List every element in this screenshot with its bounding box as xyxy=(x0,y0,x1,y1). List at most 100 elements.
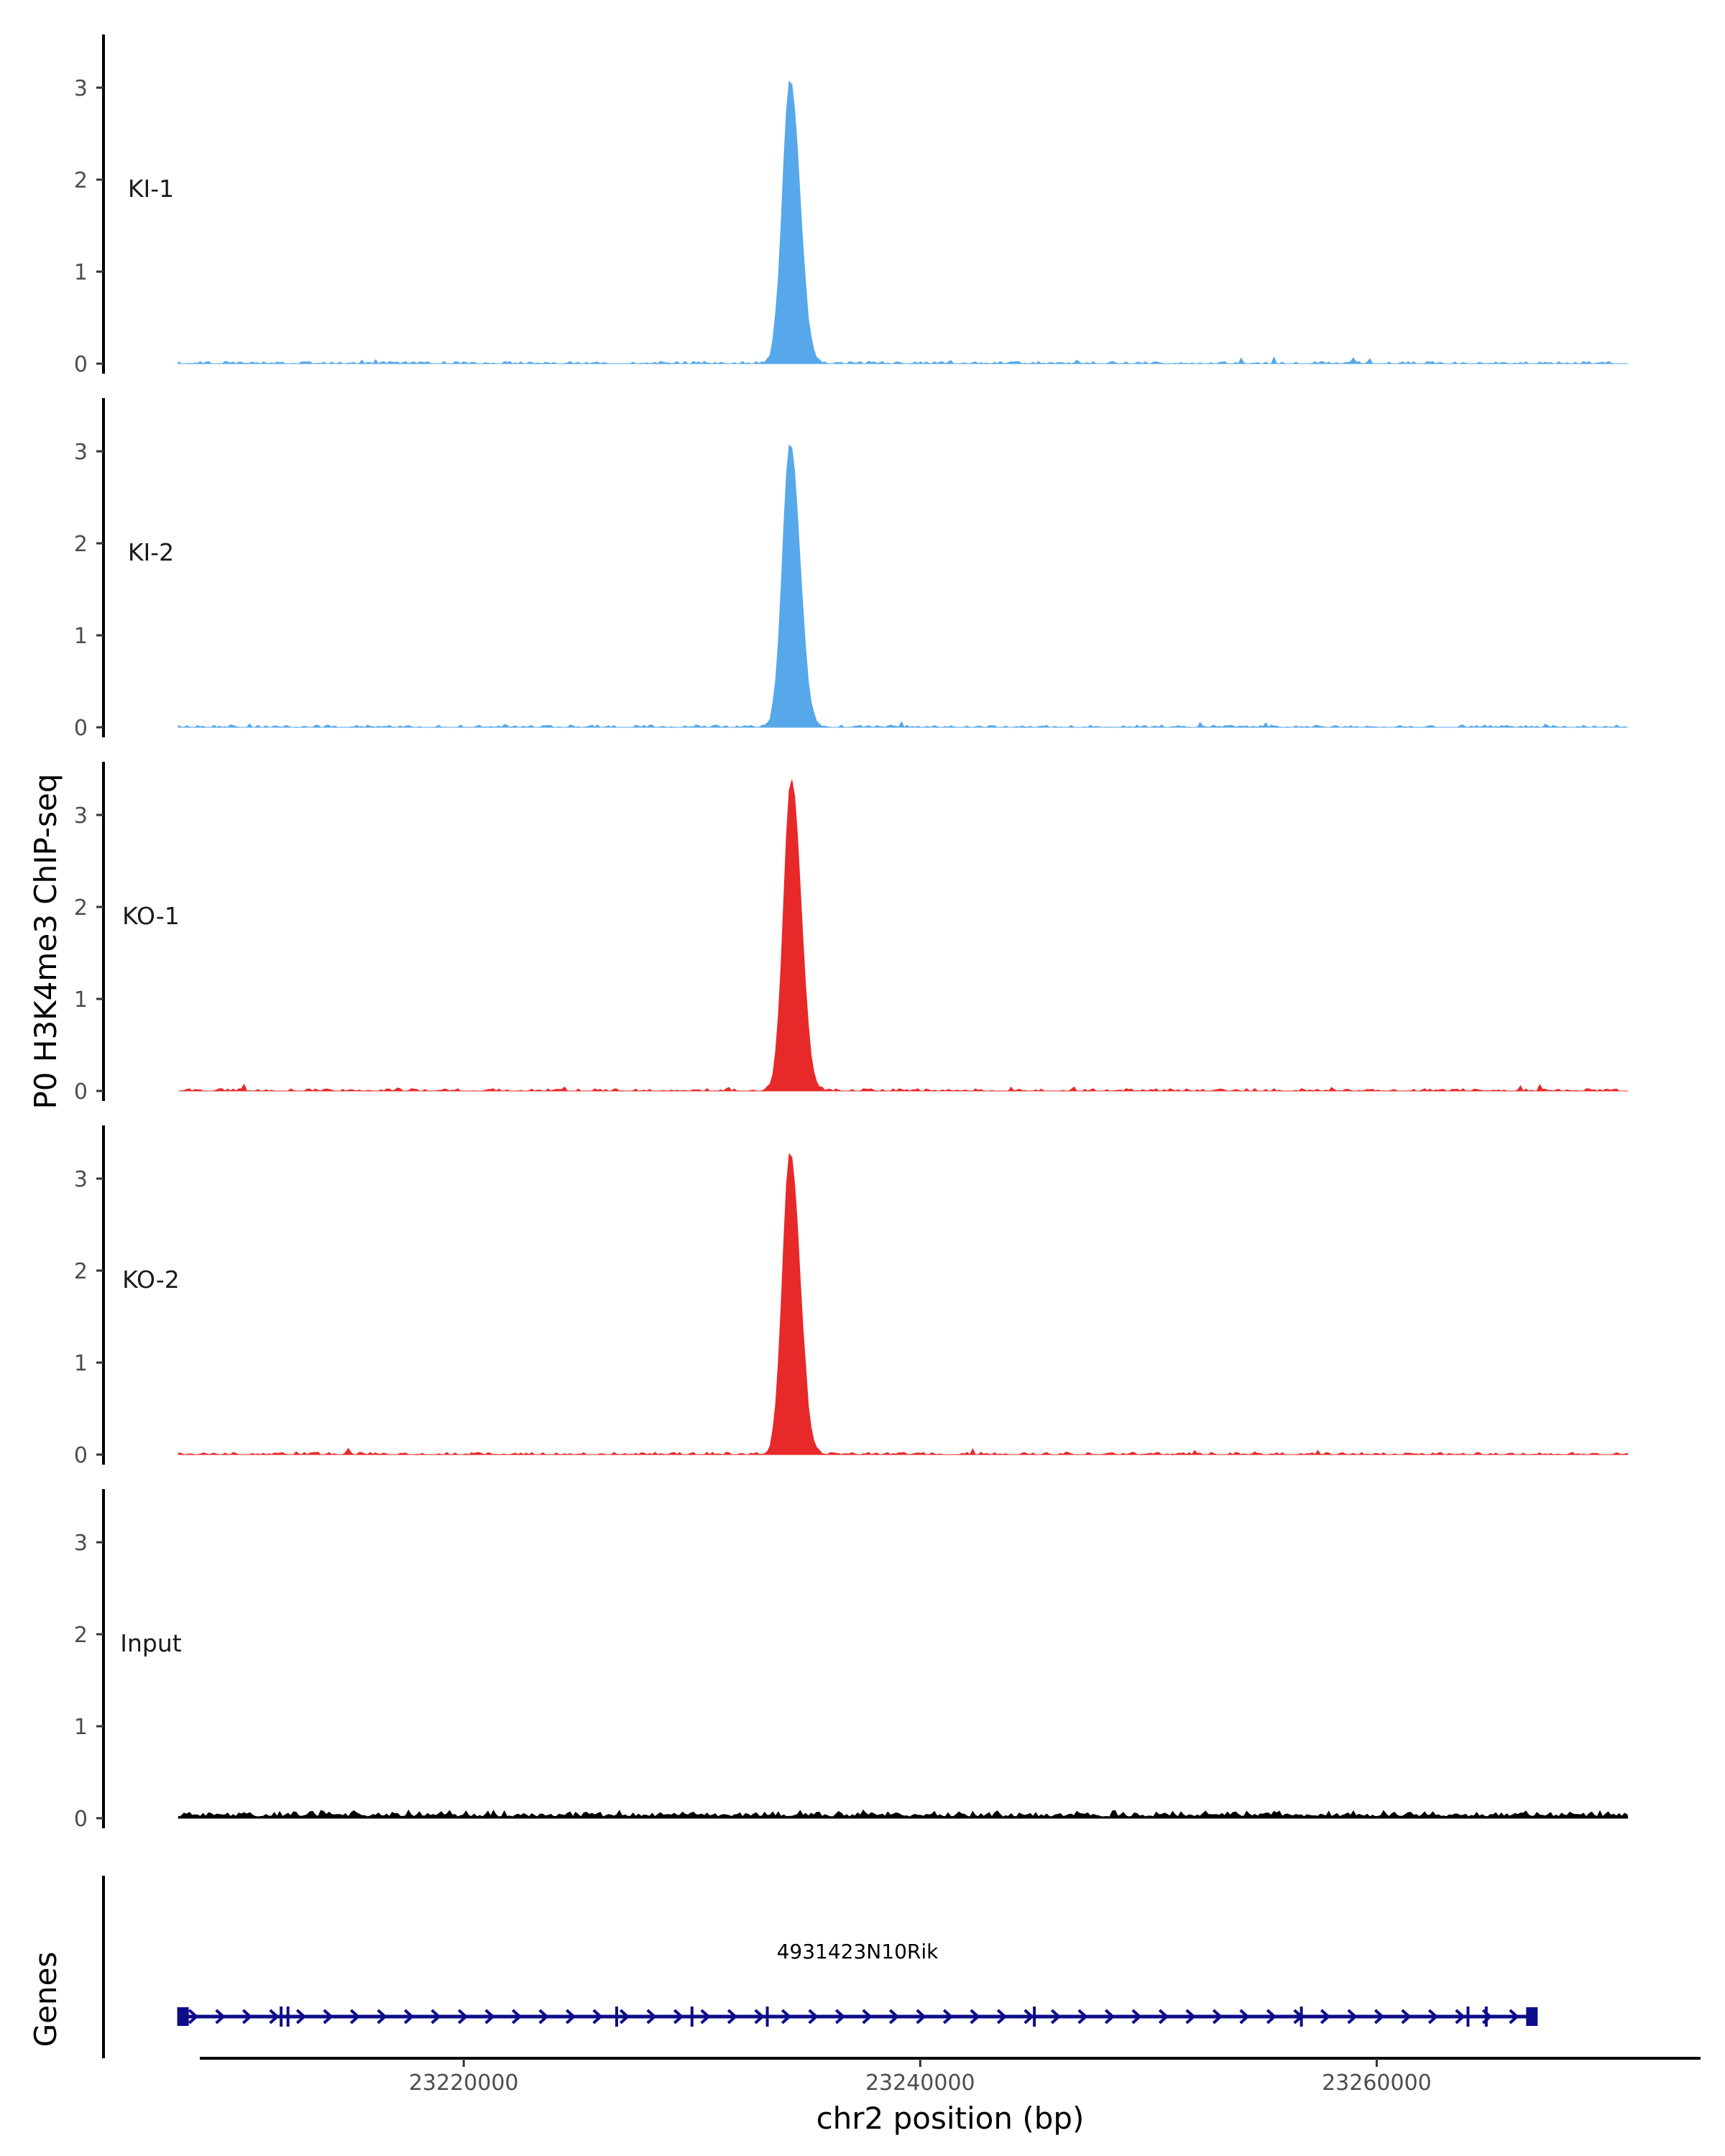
strand-arrow xyxy=(215,2009,226,2024)
exon xyxy=(1484,2007,1488,2027)
strand-arrow xyxy=(970,2009,980,2024)
strand-arrow xyxy=(1374,2009,1385,2024)
strand-arrow xyxy=(834,2009,846,2024)
strand-arrow xyxy=(592,2009,603,2024)
gene-name-label: 4931423N10Rik xyxy=(777,1940,939,1963)
exon xyxy=(1526,2007,1538,2026)
y-tick-label: 0 xyxy=(74,1807,88,1832)
strand-arrow xyxy=(1050,2009,1062,2024)
genes-axis-title: Genes xyxy=(28,1952,63,2047)
strand-arrow xyxy=(349,2009,361,2024)
exon xyxy=(1033,2007,1036,2027)
strand-arrow xyxy=(1239,2009,1250,2024)
strand-arrow xyxy=(1266,2009,1277,2024)
strand-arrow xyxy=(1320,2009,1331,2024)
strand-arrow xyxy=(888,2009,900,2024)
exon xyxy=(1300,2007,1303,2027)
y-tick-label: 0 xyxy=(74,352,88,377)
strand-arrow xyxy=(781,2009,792,2024)
y-tick-label: 2 xyxy=(74,168,88,193)
y-tick-label: 1 xyxy=(74,1715,88,1740)
track-label: KO-1 xyxy=(122,902,180,930)
y-tick-label: 3 xyxy=(74,1167,88,1192)
strand-arrow xyxy=(484,2009,495,2024)
strand-arrow xyxy=(808,2009,819,2024)
track-label: Input xyxy=(120,1629,182,1657)
y-tick-label: 2 xyxy=(74,1259,88,1284)
strand-arrow xyxy=(1077,2009,1088,2024)
track-label: KI-1 xyxy=(128,175,174,203)
strand-arrow xyxy=(1455,2009,1466,2024)
strand-arrow xyxy=(1212,2009,1223,2024)
strand-arrow xyxy=(431,2009,441,2024)
strand-arrow xyxy=(457,2009,469,2024)
exon xyxy=(615,2007,618,2027)
strand-arrow xyxy=(673,2009,684,2024)
track-ko-2: 0 1 2 3 KO-2 xyxy=(74,1125,1629,1468)
strand-arrow xyxy=(403,2009,415,2024)
y-tick-label: 0 xyxy=(74,1079,88,1105)
track-label: KO-2 xyxy=(122,1266,180,1294)
strand-arrow xyxy=(511,2009,523,2024)
exon xyxy=(765,2007,769,2027)
track-ki-1: 0 1 2 3 KI-1 xyxy=(74,34,1628,377)
signal-area-ki-1 xyxy=(178,80,1628,364)
strand-arrow xyxy=(1347,2009,1358,2024)
strand-arrow xyxy=(1131,2009,1142,2024)
x-tick-label: 23240000 xyxy=(865,2070,975,2096)
y-tick-label: 1 xyxy=(74,1351,88,1376)
strand-arrow xyxy=(269,2009,280,2024)
y-tick-label: 1 xyxy=(74,260,88,285)
strand-arrow xyxy=(565,2009,576,2024)
signal-area-ko-2 xyxy=(178,1153,1629,1455)
exon xyxy=(177,2007,189,2026)
strand-arrow xyxy=(538,2009,549,2024)
y-tick-label: 1 xyxy=(74,987,88,1013)
y-tick-label: 2 xyxy=(74,895,88,921)
y-tick-label: 1 xyxy=(74,624,88,649)
y-tick-label: 2 xyxy=(74,1623,88,1648)
strand-arrow xyxy=(188,2009,199,2024)
strand-arrow xyxy=(295,2009,307,2024)
strand-arrow xyxy=(1427,2009,1439,2024)
strand-arrow xyxy=(700,2009,711,2024)
strand-arrow xyxy=(323,2009,334,2024)
strand-arrow xyxy=(619,2009,630,2024)
y-tick-label: 2 xyxy=(74,532,88,557)
strand-arrow xyxy=(916,2009,926,2024)
track-input: 0 1 2 3 Input xyxy=(74,1489,1629,1832)
strand-arrow xyxy=(862,2009,873,2024)
y-tick-label: 0 xyxy=(74,716,88,741)
strand-arrow xyxy=(377,2009,387,2024)
tracks-layer: 0 1 2 3 KI-1 0 1 2 3 KI-2 0 1 2 3 KO-1 0 1 2 3 KO-2 0 1 2 3 Inpu… xyxy=(74,34,1629,1832)
strand-arrow xyxy=(1158,2009,1169,2024)
y-tick-label: 3 xyxy=(74,440,88,465)
strand-arrow xyxy=(996,2009,1008,2024)
y-tick-label: 0 xyxy=(74,1443,88,1468)
signal-area-ko-1 xyxy=(178,780,1628,1092)
signal-area-ki-2 xyxy=(178,444,1628,728)
strand-arrow xyxy=(754,2009,765,2024)
track-ki-2: 0 1 2 3 KI-2 xyxy=(74,398,1628,741)
x-tick-label: 23220000 xyxy=(409,2070,519,2096)
track-label: KI-2 xyxy=(128,538,174,566)
x-tick-label: 23260000 xyxy=(1322,2070,1432,2096)
y-tick-label: 3 xyxy=(74,1531,88,1556)
y-axis-title: P0 H3K4me3 ChIP-seq xyxy=(28,773,63,1109)
x-axis-title: chr2 position (bp) xyxy=(816,2101,1085,2136)
strand-arrow xyxy=(1104,2009,1116,2024)
exon xyxy=(690,2007,694,2027)
genes-track: 4931423N10Rik xyxy=(102,1876,1538,2058)
strand-arrow xyxy=(942,2009,954,2024)
strand-arrow xyxy=(1401,2009,1412,2024)
strand-arrow xyxy=(727,2009,738,2024)
y-tick-label: 3 xyxy=(74,803,88,829)
strand-arrow xyxy=(242,2009,253,2024)
signal-area-input xyxy=(178,1809,1629,1819)
strand-arrow xyxy=(1024,2009,1034,2024)
y-tick-label: 3 xyxy=(74,76,88,101)
strand-arrow xyxy=(1509,2009,1519,2024)
exon xyxy=(286,2007,290,2027)
x-axis: 23220000 23240000 23260000 xyxy=(200,2057,1701,2096)
